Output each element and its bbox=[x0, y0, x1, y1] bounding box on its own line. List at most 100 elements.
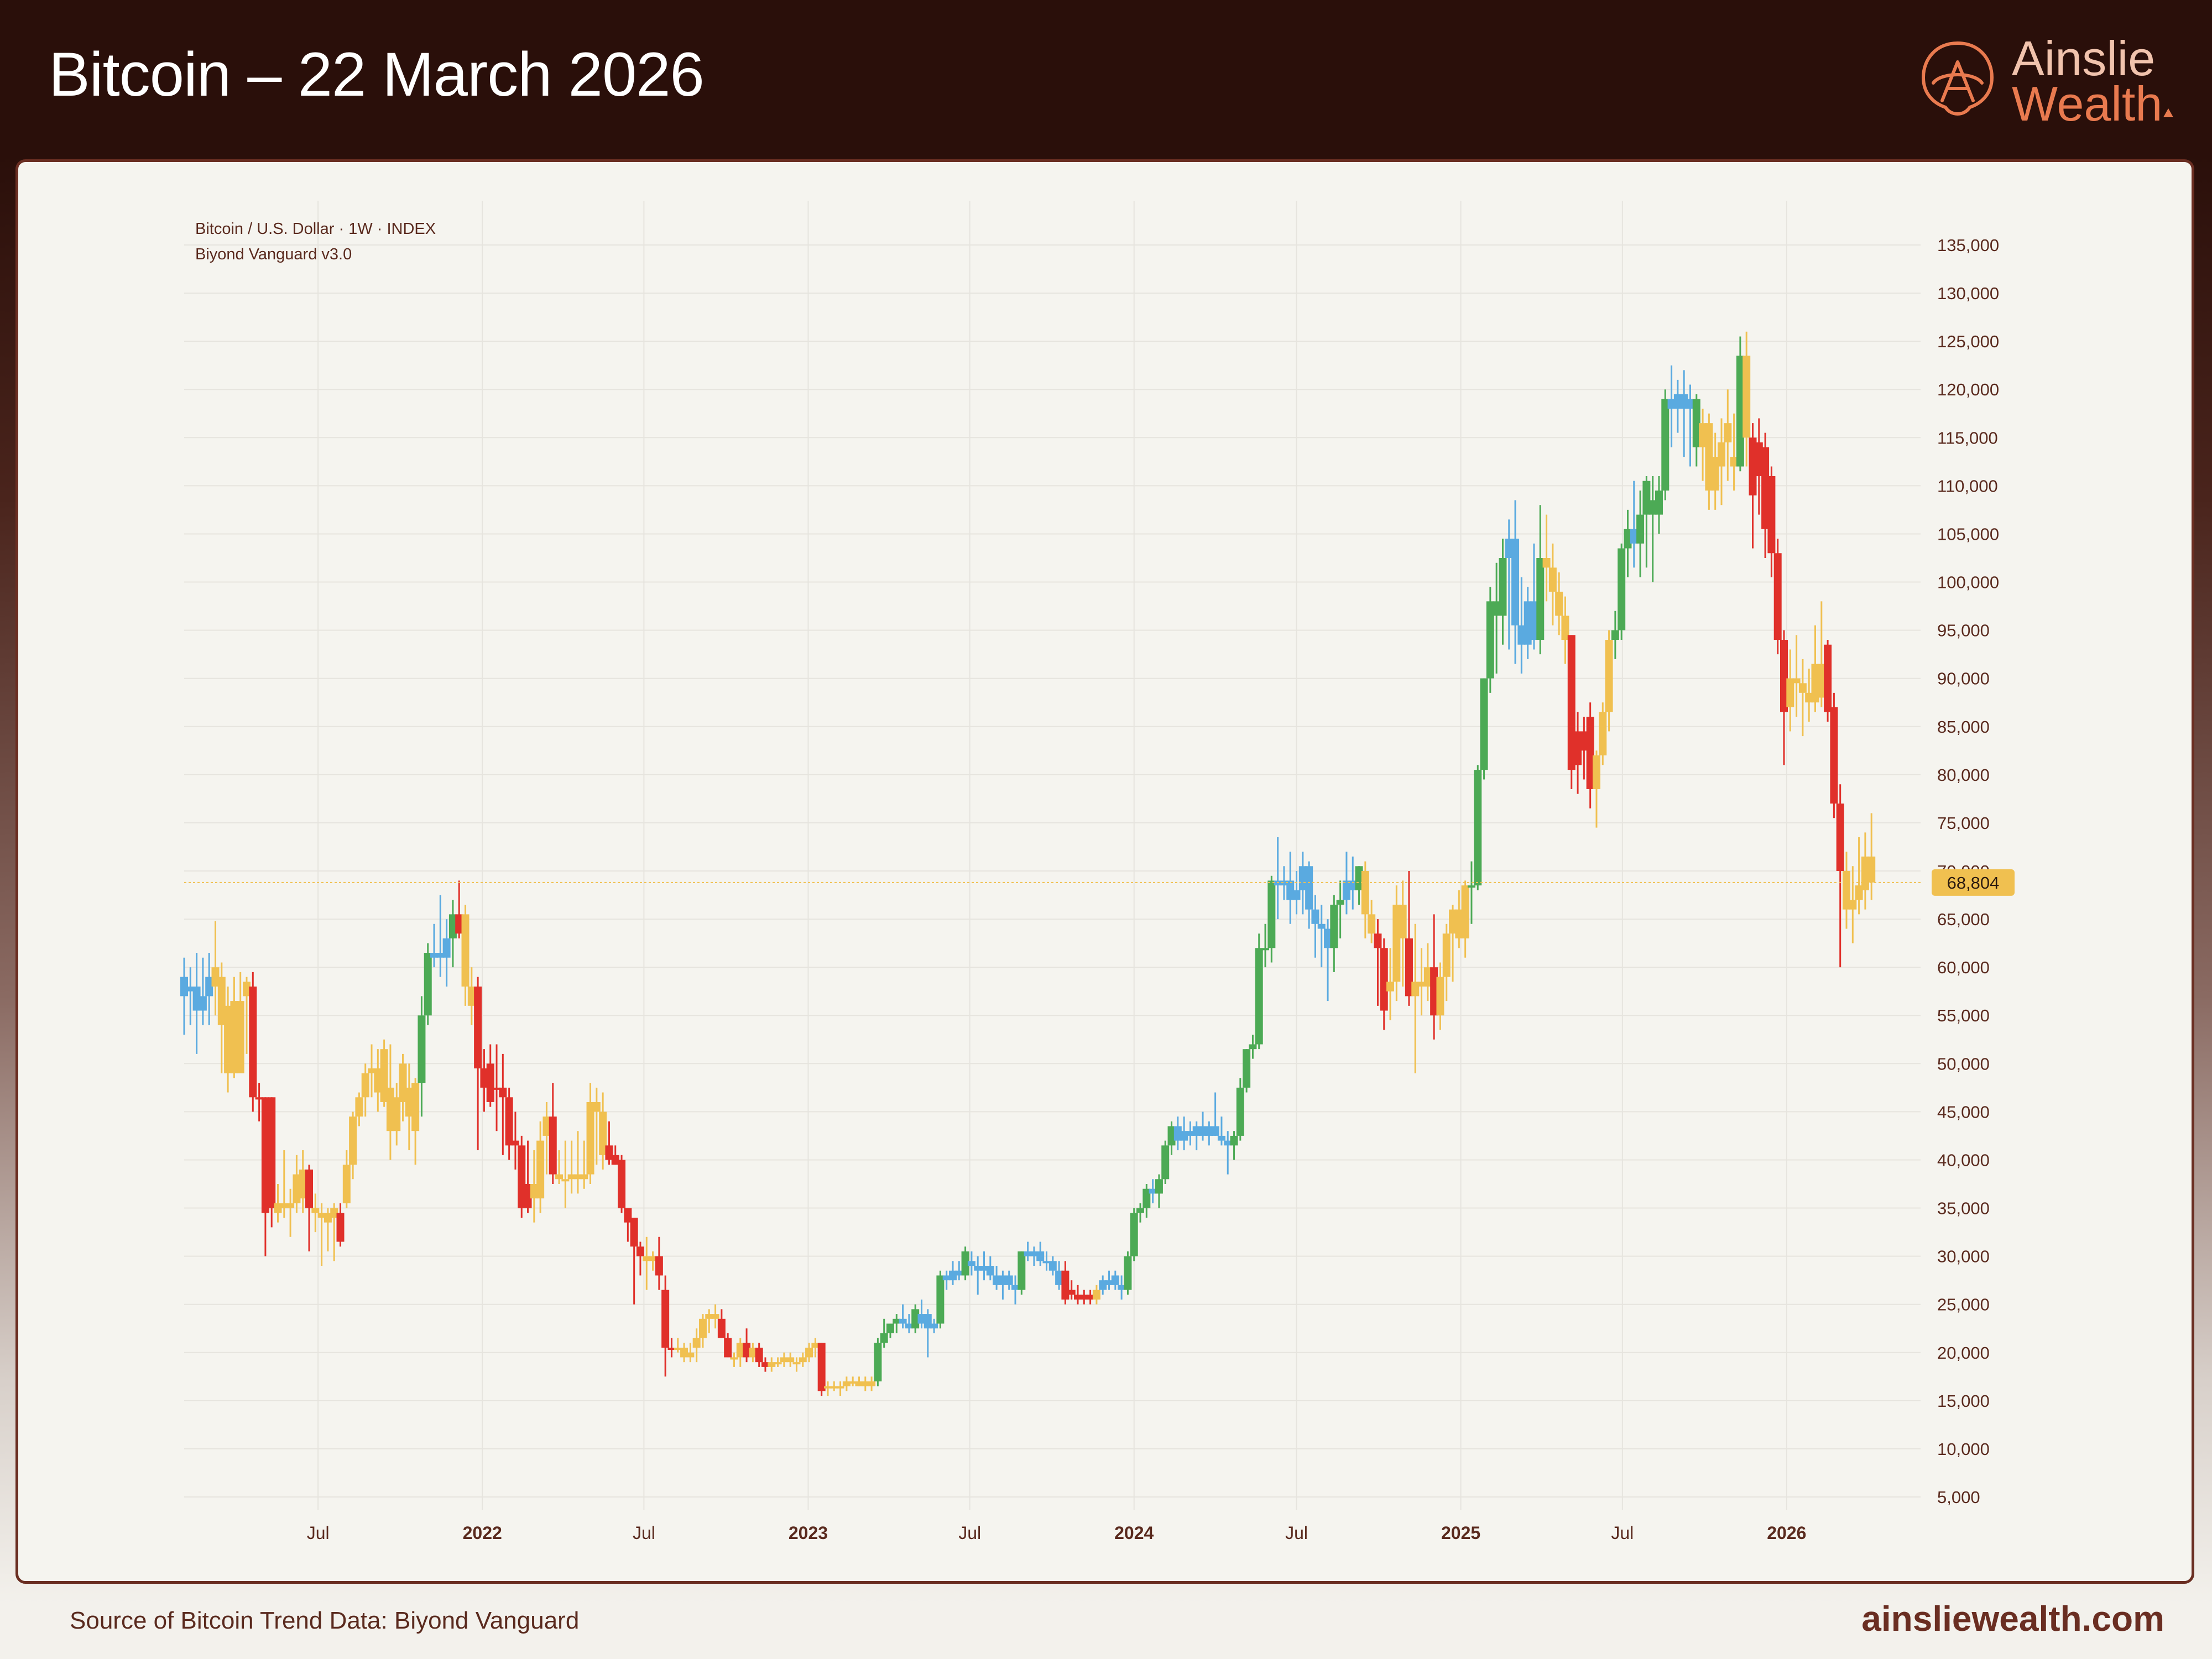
candle-body bbox=[1692, 399, 1700, 447]
candle-body bbox=[1286, 880, 1295, 900]
candle-2022-08-29 bbox=[692, 1328, 701, 1363]
candle-2021-12-27 bbox=[474, 977, 482, 1151]
candle-body bbox=[1180, 1131, 1188, 1141]
candle-2025-10-13 bbox=[1711, 432, 1719, 510]
candle-2024-03-04 bbox=[1186, 1121, 1194, 1146]
candle-2026-03-09 bbox=[1843, 852, 1851, 929]
y-axis-tick-label: 65,000 bbox=[1937, 910, 1990, 929]
candle-2025-03-24 bbox=[1530, 543, 1538, 650]
candle-2022-08-08 bbox=[674, 1338, 682, 1353]
candle-2022-04-25 bbox=[580, 1140, 588, 1189]
candle-2023-11-20 bbox=[1092, 1285, 1100, 1305]
candle-2023-01-09 bbox=[811, 1338, 820, 1358]
candle-2022-11-14 bbox=[761, 1357, 769, 1372]
candle-body bbox=[217, 977, 226, 1025]
candle-2022-10-31 bbox=[749, 1343, 757, 1363]
candle-body bbox=[1667, 399, 1676, 409]
candle-body bbox=[1361, 871, 1369, 915]
candle-2023-07-03 bbox=[967, 1251, 975, 1276]
candle-2024-11-25 bbox=[1423, 943, 1432, 1001]
y-axis-tick-label: 130,000 bbox=[1937, 284, 1999, 303]
candle-2024-10-28 bbox=[1399, 880, 1407, 987]
candle-body bbox=[1780, 640, 1788, 712]
y-axis-tick-label: 80,000 bbox=[1937, 765, 1990, 785]
candle-body bbox=[1161, 1145, 1170, 1180]
candle-body bbox=[1467, 885, 1475, 888]
candle-2022-02-28 bbox=[530, 1150, 538, 1223]
candle-2022-04-18 bbox=[573, 1131, 582, 1194]
candle-2026-03-02 bbox=[1836, 784, 1844, 968]
candle-body bbox=[518, 1145, 526, 1208]
candle-body bbox=[911, 1309, 920, 1329]
candle-body bbox=[618, 1160, 626, 1208]
candle-body bbox=[1792, 678, 1801, 684]
candle-body bbox=[1342, 880, 1350, 900]
x-axis-tick-label: 2022 bbox=[463, 1523, 502, 1543]
candle-body bbox=[1018, 1251, 1026, 1290]
candle-2025-01-13 bbox=[1467, 861, 1475, 924]
bitcoin-weekly-candlestick-chart[interactable]: Jul 2022 Jul 2023 Jul 2024 Jul 2025 Jul 2026 135,0… bbox=[18, 162, 2192, 1581]
candle-2023-09-04 bbox=[1024, 1241, 1032, 1261]
candle-body bbox=[1624, 529, 1632, 549]
candle-body bbox=[1423, 967, 1432, 987]
candle-2025-09-15 bbox=[1686, 384, 1694, 467]
candle-2022-10-24 bbox=[743, 1328, 751, 1363]
candle-body bbox=[1230, 1135, 1238, 1146]
candle-body bbox=[586, 1102, 594, 1175]
candle-2026-04-06 bbox=[1867, 813, 1876, 900]
candle-body bbox=[667, 1348, 676, 1350]
candle-body bbox=[436, 953, 445, 958]
x-axis-tick-label: 2024 bbox=[1114, 1523, 1154, 1543]
candle-body bbox=[1105, 1280, 1113, 1285]
candle-body bbox=[355, 1097, 363, 1117]
candle-body bbox=[1817, 664, 1825, 698]
brand-logo[interactable]: Ainslie Wealth bbox=[1913, 34, 2179, 128]
candle-2022-01-31 bbox=[505, 1087, 513, 1160]
candle-2021-03-22 bbox=[224, 986, 232, 1093]
candle-2022-10-10 bbox=[730, 1352, 738, 1367]
candle-2023-06-26 bbox=[961, 1246, 969, 1281]
logo-triangle-mark bbox=[2163, 108, 2173, 117]
candle-2021-02-01 bbox=[180, 957, 188, 1035]
candle-body bbox=[1042, 1261, 1051, 1264]
candle-2023-09-18 bbox=[1036, 1241, 1045, 1266]
candle-body bbox=[567, 1174, 576, 1180]
ainslie-a-icon bbox=[1922, 41, 1994, 116]
candle-body bbox=[799, 1357, 807, 1363]
candle-body bbox=[305, 1169, 314, 1208]
candle-body bbox=[717, 1318, 726, 1338]
candle-2024-11-18 bbox=[1417, 948, 1426, 1016]
logo-text-wealth: Wealth bbox=[2012, 76, 2163, 131]
candle-2021-11-22 bbox=[442, 919, 451, 987]
candle-body bbox=[1592, 755, 1600, 789]
candle-2021-02-08 bbox=[186, 967, 195, 1025]
candle-2024-02-12 bbox=[1167, 1121, 1176, 1155]
candle-body bbox=[399, 1063, 407, 1102]
candle-2024-09-23 bbox=[1368, 900, 1376, 943]
candle-body bbox=[268, 1097, 276, 1208]
logo-text-ainslie: Ainslie bbox=[2012, 31, 2156, 86]
candle-body bbox=[1111, 1275, 1119, 1285]
candle-2023-12-25 bbox=[1124, 1251, 1132, 1295]
candle-body bbox=[855, 1381, 863, 1386]
candle-body bbox=[1830, 707, 1838, 804]
candle-body bbox=[980, 1266, 988, 1271]
candle-body bbox=[955, 1270, 963, 1276]
candle-body bbox=[1024, 1251, 1032, 1256]
x-axis-tick-label: Jul bbox=[1285, 1523, 1308, 1543]
y-axis-tick-label: 50,000 bbox=[1937, 1054, 1990, 1073]
candle-body bbox=[1730, 457, 1738, 467]
y-axis-tick-label: 95,000 bbox=[1937, 621, 1990, 640]
candle-body bbox=[249, 986, 257, 1098]
y-axis-tick-label: 45,000 bbox=[1937, 1102, 1990, 1121]
candle-2023-05-01 bbox=[911, 1304, 920, 1333]
candle-2024-08-12 bbox=[1330, 895, 1338, 972]
candle-body bbox=[661, 1290, 670, 1348]
website-link[interactable]: ainsliewealth.com bbox=[1861, 1599, 2164, 1639]
candle-body bbox=[205, 977, 213, 997]
candle-2025-03-17 bbox=[1524, 587, 1532, 659]
candle-2021-08-30 bbox=[368, 1044, 376, 1098]
candle-2024-06-03 bbox=[1267, 875, 1276, 963]
candle-2025-03-10 bbox=[1517, 577, 1526, 674]
candle-body bbox=[905, 1323, 913, 1329]
